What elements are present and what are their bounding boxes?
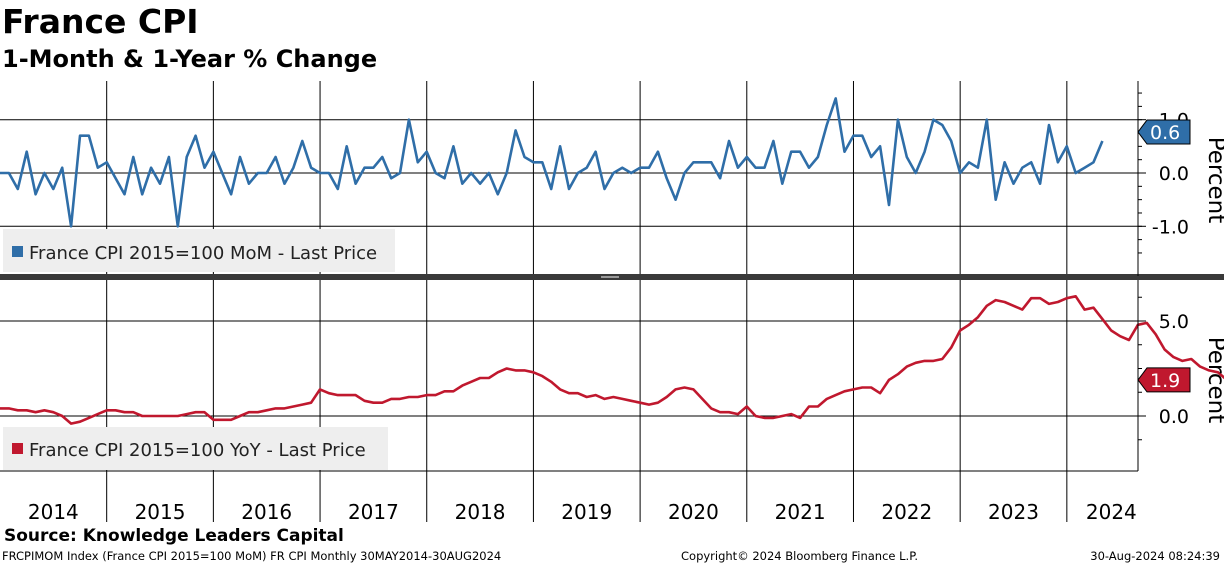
yoy-legend-swatch bbox=[12, 443, 23, 454]
chart-title: France CPI bbox=[2, 2, 199, 41]
mom-y-axis-label: Percent bbox=[1203, 137, 1224, 224]
yoy-legend-background bbox=[3, 427, 388, 470]
yoy-gridlines bbox=[0, 320, 1138, 417]
x-tick-label: 2015 bbox=[135, 500, 186, 524]
mom-last-value-label: 0.6 bbox=[1150, 122, 1180, 144]
index-info: FRCPIMOM Index (France CPI 2015=100 MoM)… bbox=[2, 549, 502, 563]
mom-axis-ticks: -1.00.01.0 bbox=[1138, 92, 1189, 254]
mom-last-value-flag bbox=[1137, 119, 1191, 145]
x-tick-label: 2017 bbox=[348, 500, 399, 524]
x-tick-label: 2024 bbox=[1086, 500, 1137, 524]
yoy-legend: France CPI 2015=100 YoY - Last Price bbox=[3, 427, 388, 470]
mom-tick-label: 0.0 bbox=[1159, 163, 1189, 185]
yoy-tick-label: 0.0 bbox=[1159, 406, 1189, 428]
yoy-last-value-marker: 1.9 bbox=[1137, 367, 1191, 393]
x-tick-label: 2018 bbox=[455, 500, 506, 524]
x-tick-label: 2019 bbox=[561, 500, 612, 524]
yoy-series-line bbox=[0, 295, 1224, 425]
timestamp: 30-Aug-2024 08:24:39 bbox=[1090, 549, 1220, 563]
yoy-last-value-label: 1.9 bbox=[1150, 370, 1180, 392]
panel-divider-grip[interactable] bbox=[601, 276, 619, 278]
mom-legend-label: France CPI 2015=100 MoM - Last Price bbox=[29, 243, 377, 264]
x-tick-label: 2014 bbox=[28, 500, 79, 524]
mom-legend-background bbox=[3, 229, 395, 272]
yoy-legend-label: France CPI 2015=100 YoY - Last Price bbox=[29, 440, 366, 461]
mom-legend: France CPI 2015=100 MoM - Last Price bbox=[3, 229, 395, 272]
yoy-tick-label: 5.0 bbox=[1159, 311, 1189, 333]
copyright-note: Copyright© 2024 Bloomberg Finance L.P. bbox=[681, 549, 918, 563]
x-tick-label: 2016 bbox=[241, 500, 292, 524]
yoy-last-value-flag bbox=[1137, 367, 1191, 393]
mom-tick-label: -1.0 bbox=[1152, 216, 1189, 238]
x-tick-label: 2020 bbox=[668, 500, 719, 524]
x-axis: 2014 2015 2016 2017 2018 2019 2020 2021 2022 2023… bbox=[28, 471, 1137, 524]
mom-legend-swatch bbox=[12, 246, 23, 257]
x-tick-label: 2021 bbox=[775, 500, 826, 524]
mom-last-value-marker: 0.6 bbox=[1137, 119, 1191, 145]
mom-gridlines bbox=[0, 119, 1138, 227]
chart-subtitle: 1-Month & 1-Year % Change bbox=[2, 45, 378, 73]
x-tick-label: 2023 bbox=[988, 500, 1039, 524]
yoy-axis-ticks: 0.0 5.0 bbox=[1138, 296, 1189, 441]
yoy-y-axis-label: Percent bbox=[1203, 337, 1224, 424]
mom-series-line bbox=[0, 97, 1104, 228]
source-note: Source: Knowledge Leaders Capital bbox=[4, 526, 344, 546]
x-tick-label: 2022 bbox=[881, 500, 932, 524]
year-gridlines bbox=[106, 81, 1068, 471]
